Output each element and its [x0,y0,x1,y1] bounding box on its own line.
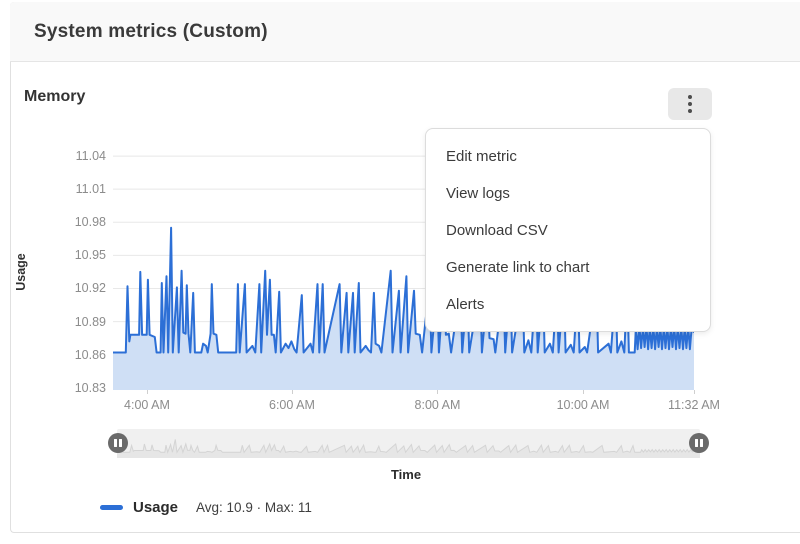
x-axis-title: Time [390,467,422,482]
pause-bars-icon [695,439,703,447]
slider-mini-chart [117,439,701,458]
chart-options-menu: Edit metric View logs Download CSV Gener… [425,128,711,332]
legend-series-label: Usage [133,499,179,516]
y-tick-label: 11.04 [75,149,106,164]
menu-item-edit-metric[interactable]: Edit metric [446,148,517,165]
page-title: System metrics (Custom) [34,20,268,42]
x-tick-label: 10:00 AM [556,398,610,412]
y-tick-label: 10.83 [74,380,106,395]
x-tick-label: 11:32 AM [668,398,720,412]
kebab-menu-icon [688,95,692,113]
pause-bars-icon [114,439,122,447]
card-header: System metrics (Custom) [10,2,800,62]
y-tick-label: 10.89 [74,314,106,329]
chart-legend: Usage Avg: 10.9 · Max: 11 [100,499,312,516]
y-tick-label: 11.01 [75,182,106,197]
x-tick-label: 6:00 AM [269,398,315,412]
menu-item-view-logs[interactable]: View logs [446,185,510,202]
y-axis-title: Usage [14,253,28,291]
y-tick-label: 10.95 [74,248,106,263]
x-tick-mark [583,390,585,394]
time-range-slider-track[interactable] [117,429,701,458]
menu-item-generate-link[interactable]: Generate link to chart [446,259,590,276]
x-tick-mark [694,390,695,394]
memory-chart-title: Memory [24,88,86,105]
x-tick-mark [437,390,439,394]
y-tick-label: 10.98 [74,215,106,230]
legend-stats: Avg: 10.9 · Max: 11 [196,500,312,515]
y-tick-label: 10.86 [74,347,106,362]
y-tick-label: 10.92 [74,281,106,296]
x-tick-mark [146,390,148,394]
x-tick-label: 8:00 AM [414,398,461,412]
usage-series-swatch [100,505,123,510]
slider-handle-left[interactable] [108,433,128,453]
slider-handle-right[interactable] [689,433,709,453]
x-tick-mark [291,390,293,394]
x-tick-label: 4:00 AM [124,398,170,412]
chart-options-button[interactable] [668,88,712,120]
menu-item-alerts[interactable]: Alerts [446,296,485,313]
menu-item-download-csv[interactable]: Download CSV [446,222,548,239]
